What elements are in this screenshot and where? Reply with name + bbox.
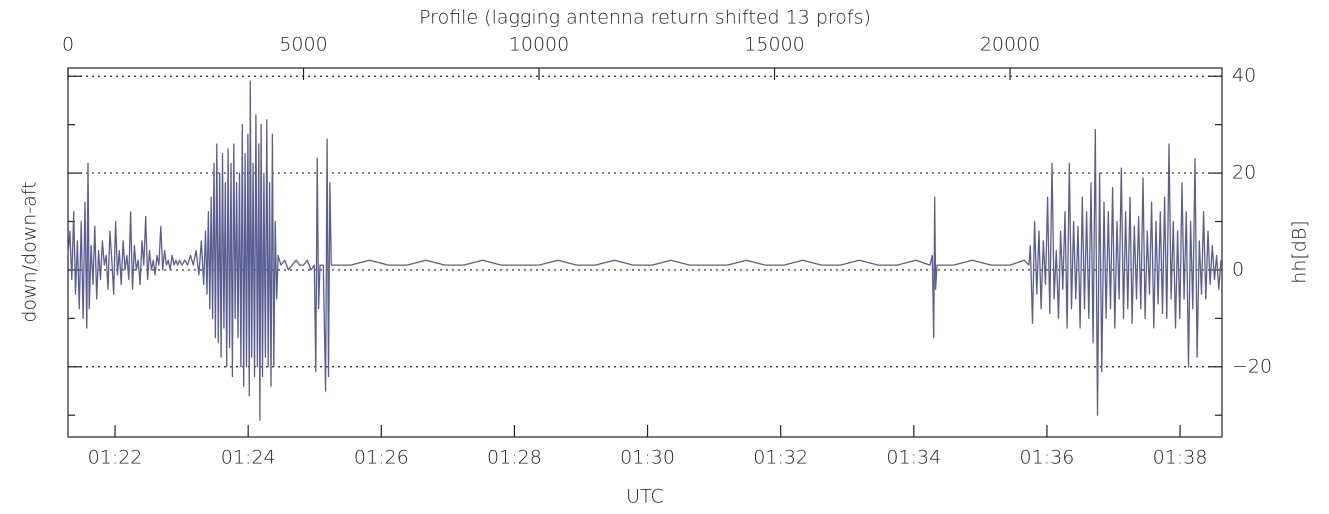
y-axis-label: down/down-aft	[19, 181, 41, 322]
y-tick-label: 40	[1232, 65, 1256, 87]
x-tick-label: 10000	[509, 34, 569, 56]
y2-axis-label: hh[dB]	[1289, 220, 1311, 283]
x2-tick-label: 01:36	[1020, 447, 1075, 469]
x-tick-label: 20000	[980, 34, 1040, 56]
x2-tick-label: 01:38	[1153, 447, 1208, 469]
x2-tick-label: 01:32	[753, 447, 808, 469]
y-tick-label: 20	[1232, 162, 1256, 184]
x-tick-label: 15000	[744, 34, 804, 56]
data-line	[67, 80, 1222, 421]
chart-title: Profile (lagging antenna return shifted …	[419, 7, 871, 29]
y-tick-label: 0	[1232, 258, 1244, 280]
x2-tick-label: 01:26	[354, 447, 409, 469]
x2-tick-label: 01:24	[221, 447, 276, 469]
x-axis-label: UTC	[626, 486, 664, 508]
x-tick-label: 5000	[279, 34, 327, 56]
x2-tick-label: 01:34	[886, 447, 941, 469]
x2-tick-label: 01:30	[620, 447, 675, 469]
y-tick-label: −20	[1232, 355, 1272, 377]
x2-tick-label: 01:28	[487, 447, 542, 469]
x-tick-label: 0	[62, 34, 74, 56]
x2-tick-label: 01:22	[88, 447, 143, 469]
